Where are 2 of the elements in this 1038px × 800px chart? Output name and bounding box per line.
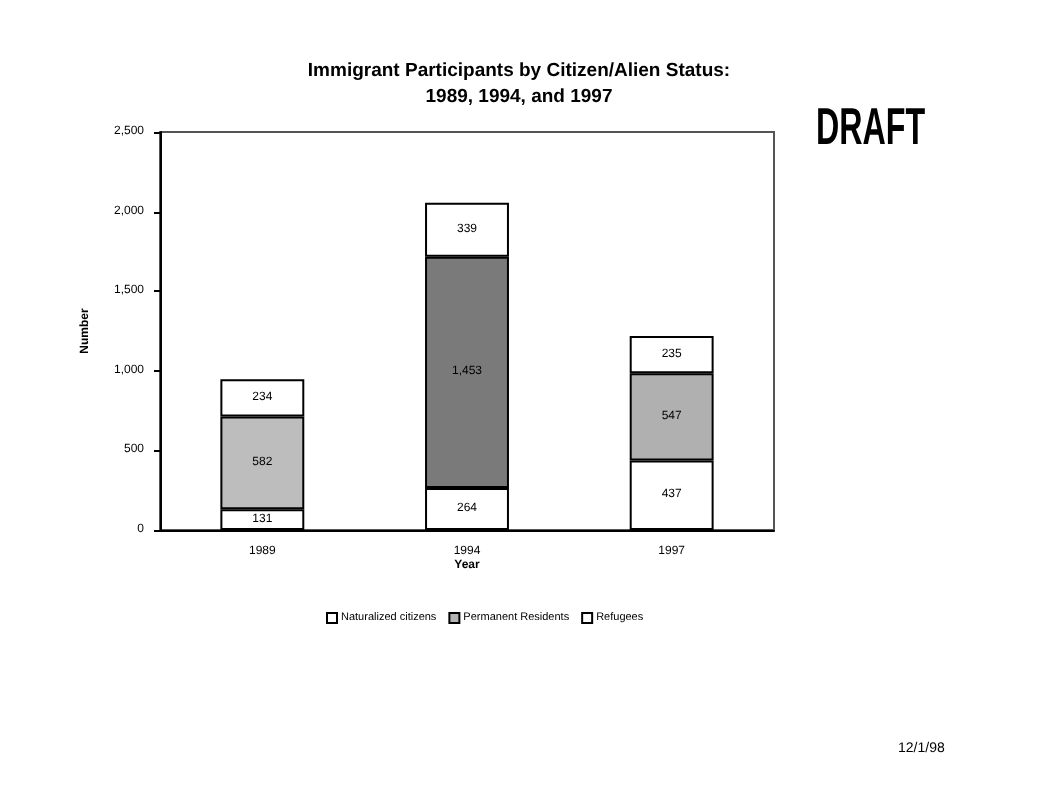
chart-title: Immigrant Participants by Citizen/Alien Status: 1989, 1994, and 1997 xyxy=(307,60,731,108)
text: DRAFT xyxy=(816,95,926,157)
